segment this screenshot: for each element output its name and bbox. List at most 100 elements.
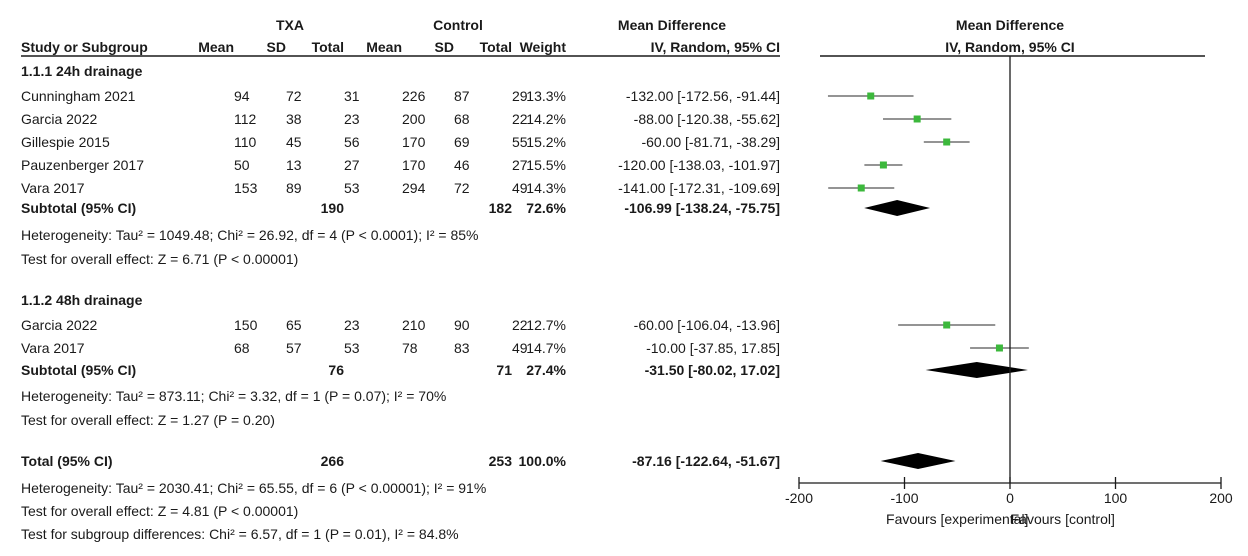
ctl-total: 22 — [512, 111, 528, 127]
total-ctl-total: 253 — [489, 453, 513, 469]
ctl-mean: 210 — [402, 317, 426, 333]
ctl-sd: 68 — [454, 111, 470, 127]
ctl-total: 27 — [512, 157, 528, 173]
subtotal-exp-total: 76 — [328, 362, 344, 378]
ctl-mean: 200 — [402, 111, 426, 127]
exp-sd: 65 — [286, 317, 302, 333]
subtotal-ctl-total: 182 — [489, 200, 513, 216]
total-exp-total: 266 — [321, 453, 345, 469]
exp-total: 56 — [344, 134, 360, 150]
ctl-sd: 83 — [454, 340, 470, 356]
exp-mean: 50 — [234, 157, 250, 173]
study-weight: 15.2% — [526, 134, 566, 150]
study-name: Vara 2017 — [21, 180, 85, 196]
ctl-sd: 46 — [454, 157, 470, 173]
exp-sd: 45 — [286, 134, 302, 150]
exp-total: 27 — [344, 157, 360, 173]
total-label: Total (95% CI) — [21, 453, 113, 469]
subtotal-weight: 72.6% — [526, 200, 566, 216]
subtotal-label: Subtotal (95% CI) — [21, 362, 136, 378]
header-exp-sd: SD — [267, 39, 286, 55]
point-estimate — [857, 184, 865, 192]
study-ci: -60.00 [-106.04, -13.96] — [634, 317, 780, 333]
ctl-total: 55 — [512, 134, 528, 150]
exp-sd: 72 — [286, 88, 302, 104]
study-name: Pauzenberger 2017 — [21, 157, 144, 173]
exp-total: 23 — [344, 317, 360, 333]
subtotal-diamond — [864, 200, 931, 216]
header-exp-mean: Mean — [198, 39, 234, 55]
ctl-total: 29 — [512, 88, 528, 104]
study-weight: 14.2% — [526, 111, 566, 127]
study-ci: -132.00 [-172.56, -91.44] — [626, 88, 780, 104]
header-exp-group: TXA — [276, 17, 304, 33]
study-ci: -120.00 [-138.03, -101.97] — [618, 157, 780, 173]
subtotal-ctl-total: 71 — [496, 362, 512, 378]
header-ctrl-mean: Mean — [366, 39, 402, 55]
ctl-mean: 294 — [402, 180, 426, 196]
study-name: Vara 2017 — [21, 340, 85, 356]
exp-total: 23 — [344, 111, 360, 127]
point-estimate — [943, 138, 951, 146]
subgroup-title: 1.1.2 48h drainage — [21, 292, 143, 308]
header-effect-method: IV, Random, 95% CI — [651, 39, 780, 55]
x-tick-label: 0 — [1006, 490, 1014, 506]
point-estimate — [913, 115, 921, 123]
header-study: Study or Subgroup — [21, 39, 148, 55]
study-weight: 14.3% — [526, 180, 566, 196]
x-tick-label: 200 — [1209, 490, 1233, 506]
total-weight: 100.0% — [519, 453, 567, 469]
x-tick-label: 100 — [1104, 490, 1128, 506]
subtotal-weight: 27.4% — [526, 362, 566, 378]
exp-sd: 38 — [286, 111, 302, 127]
ctl-mean: 170 — [402, 134, 426, 150]
point-estimate — [943, 321, 951, 329]
exp-sd: 57 — [286, 340, 302, 356]
exp-total: 53 — [344, 180, 360, 196]
study-weight: 14.7% — [526, 340, 566, 356]
x-tick-label: -200 — [785, 490, 813, 506]
subgroup-differences-test: Test for subgroup differences: Chi² = 6.… — [21, 526, 459, 542]
header-exp-total: Total — [312, 39, 344, 55]
study-weight: 15.5% — [526, 157, 566, 173]
study-name: Gillespie 2015 — [21, 134, 110, 150]
header-effect-title: Mean Difference — [618, 17, 726, 33]
study-name: Garcia 2022 — [21, 317, 97, 333]
subtotal-exp-total: 190 — [321, 200, 345, 216]
header-ctrl-group: Control — [433, 17, 483, 33]
header-plot-method: IV, Random, 95% CI — [945, 39, 1074, 55]
ctl-sd: 69 — [454, 134, 470, 150]
favours-right-label: Favours [control] — [1011, 511, 1115, 527]
study-ci: -88.00 [-120.38, -55.62] — [634, 111, 780, 127]
header-ctrl-sd: SD — [435, 39, 454, 55]
ctl-mean: 78 — [402, 340, 418, 356]
ctl-mean: 226 — [402, 88, 426, 104]
exp-total: 53 — [344, 340, 360, 356]
exp-mean: 94 — [234, 88, 250, 104]
ctl-mean: 170 — [402, 157, 426, 173]
subtotal-label: Subtotal (95% CI) — [21, 200, 136, 216]
ctl-sd: 87 — [454, 88, 470, 104]
ctl-sd: 72 — [454, 180, 470, 196]
subgroup-overall-test: Test for overall effect: Z = 1.27 (P = 0… — [21, 412, 275, 428]
total-diamond — [880, 453, 956, 469]
exp-mean: 112 — [234, 111, 257, 127]
point-estimate — [867, 92, 875, 100]
subgroup-title: 1.1.1 24h drainage — [21, 63, 143, 79]
x-tick-label: -100 — [890, 490, 918, 506]
study-ci: -60.00 [-81.71, -38.29] — [641, 134, 780, 150]
subgroup-heterogeneity: Heterogeneity: Tau² = 873.11; Chi² = 3.3… — [21, 388, 446, 404]
exp-sd: 13 — [286, 157, 302, 173]
point-estimate — [879, 161, 887, 169]
study-name: Garcia 2022 — [21, 111, 97, 127]
exp-total: 31 — [344, 88, 360, 104]
header-plot-title: Mean Difference — [956, 17, 1064, 33]
total-ci: -87.16 [-122.64, -51.67] — [632, 453, 780, 469]
exp-mean: 68 — [234, 340, 250, 356]
ctl-total: 22 — [512, 317, 528, 333]
study-ci: -10.00 [-37.85, 17.85] — [646, 340, 780, 356]
study-weight: 13.3% — [526, 88, 566, 104]
subgroup-overall-test: Test for overall effect: Z = 6.71 (P < 0… — [21, 251, 298, 267]
point-estimate — [995, 344, 1003, 352]
